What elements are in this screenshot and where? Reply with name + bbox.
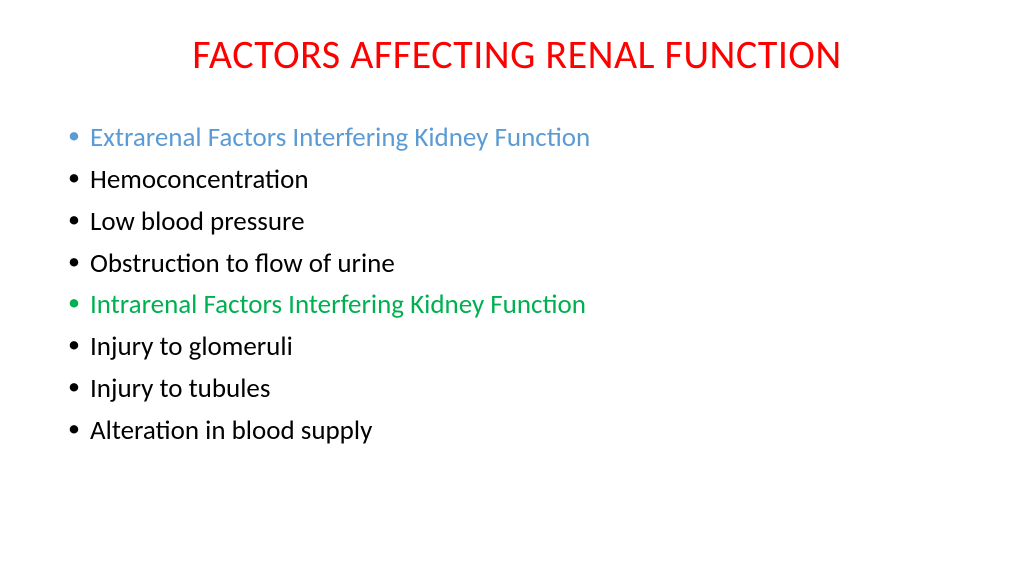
bullet-item: Alteration in blood supply xyxy=(68,410,984,452)
bullet-item: Obstruction to flow of urine xyxy=(68,243,984,285)
bullet-item: Extrarenal Factors Interfering Kidney Fu… xyxy=(68,117,984,159)
bullet-item: Intrarenal Factors Interfering Kidney Fu… xyxy=(68,284,984,326)
bullet-item: Low blood pressure xyxy=(68,201,984,243)
bullet-item: Injury to tubules xyxy=(68,368,984,410)
slide-title: FACTORS AFFECTING RENAL FUNCTION xyxy=(50,30,984,79)
slide-container: FACTORS AFFECTING RENAL FUNCTION Extrare… xyxy=(0,0,1024,576)
bullet-item: Hemoconcentration xyxy=(68,159,984,201)
bullet-list: Extrarenal Factors Interfering Kidney Fu… xyxy=(50,117,984,452)
bullet-item: Injury to glomeruli xyxy=(68,326,984,368)
